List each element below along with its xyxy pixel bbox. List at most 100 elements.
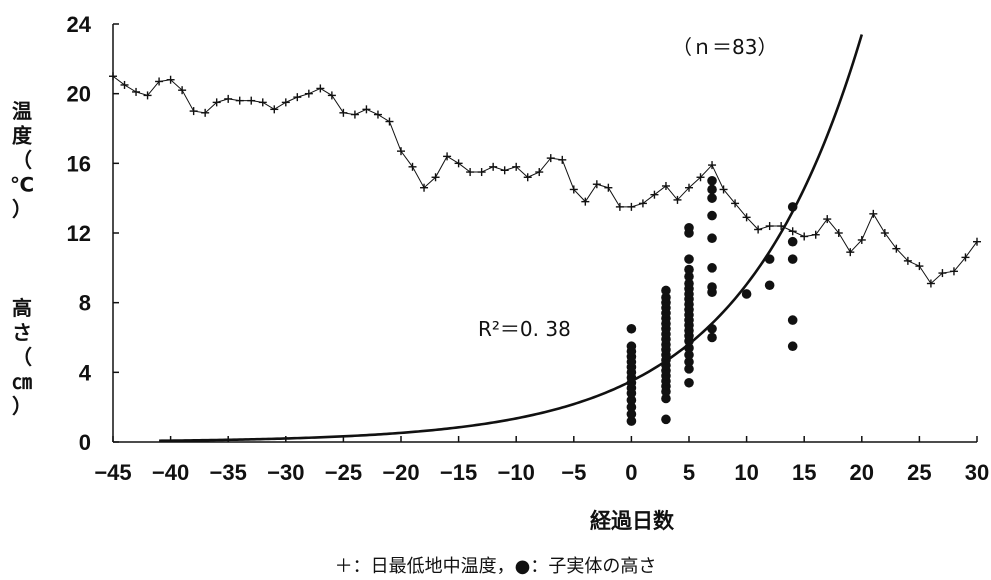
x-tick-label: −15 xyxy=(440,460,477,485)
height-point xyxy=(741,289,752,299)
height-point xyxy=(684,222,694,233)
height-point xyxy=(684,271,694,282)
temperature-marker xyxy=(650,190,659,199)
temperature-marker xyxy=(938,269,947,278)
temperature-marker xyxy=(155,77,164,86)
temperature-marker xyxy=(569,185,578,194)
temperature-marker xyxy=(247,96,256,105)
height-point xyxy=(764,254,775,264)
x-tick-label: −30 xyxy=(267,460,304,485)
y-label-char: 高 xyxy=(12,296,32,320)
temperature-marker xyxy=(270,105,279,114)
temperature-marker xyxy=(592,180,601,189)
y-label-char: （ xyxy=(12,345,32,369)
height-point xyxy=(626,341,637,352)
height-point xyxy=(707,184,717,195)
y-label-char: ℃ xyxy=(10,173,34,197)
y-label-char: 温 xyxy=(12,99,32,123)
height-point xyxy=(661,285,671,296)
y-tick-label: 4 xyxy=(79,360,92,385)
x-tick-label: −20 xyxy=(382,460,419,485)
temperature-marker xyxy=(788,227,797,236)
height-point xyxy=(764,280,775,291)
height-point xyxy=(626,416,637,426)
temperature-marker xyxy=(235,96,244,105)
temperature-marker xyxy=(189,107,198,116)
height-point xyxy=(661,393,671,404)
temperature-marker xyxy=(132,87,141,96)
height-points xyxy=(626,175,798,426)
temperature-marker xyxy=(304,89,313,98)
temperature-marker xyxy=(212,98,221,107)
y-label-char: （ xyxy=(12,148,32,172)
y-label-char: さ xyxy=(12,321,32,345)
temperature-marker xyxy=(120,80,129,89)
height-point xyxy=(707,323,717,334)
temperature-marker xyxy=(892,244,901,253)
height-point xyxy=(684,254,694,264)
temperature-marker xyxy=(281,98,290,107)
temperature-marker xyxy=(973,237,981,246)
temperature-marker xyxy=(512,162,521,171)
x-tick-label: 15 xyxy=(792,460,816,485)
height-point xyxy=(626,409,637,419)
temperature-marker xyxy=(339,108,348,117)
height-point xyxy=(661,414,671,425)
height-point xyxy=(707,233,717,244)
temperature-marker xyxy=(373,110,382,119)
temperature-marker xyxy=(109,72,117,81)
temperature-marker xyxy=(615,202,624,211)
temperature-marker xyxy=(489,162,498,171)
height-point xyxy=(707,175,717,186)
height-point xyxy=(787,236,798,247)
x-tick-labels: −45 −40 −35 −30 −25 −20 −15 −10 −5 0 5 10 15 20 25 30 xyxy=(94,460,989,485)
temperature-marker xyxy=(293,93,302,102)
temperature-marker xyxy=(903,256,912,265)
height-point xyxy=(787,315,798,325)
y-tick-labels: 0 4 8 12 16 20 24 xyxy=(67,12,92,455)
temperature-marker xyxy=(638,199,647,208)
height-point xyxy=(684,357,694,367)
x-tick-label: 25 xyxy=(907,460,931,485)
height-point xyxy=(707,263,717,273)
height-point xyxy=(787,254,798,264)
temperature-marker xyxy=(408,162,417,171)
temperature-marker xyxy=(477,168,486,177)
temperature-series xyxy=(109,72,981,288)
x-tick-label: −35 xyxy=(210,460,247,485)
height-point xyxy=(626,323,637,334)
height-point xyxy=(787,341,798,352)
temperature-line xyxy=(112,75,978,285)
temperature-marker xyxy=(443,152,452,161)
temperature-marker xyxy=(385,117,394,126)
temperature-marker xyxy=(523,173,532,182)
x-tick-label: −45 xyxy=(94,460,131,485)
y-tick-label: 24 xyxy=(67,12,92,37)
temperature-marker xyxy=(258,98,267,107)
height-point xyxy=(684,350,694,360)
height-point xyxy=(626,395,637,406)
temperature-marker xyxy=(915,262,924,271)
y-tick-label: 12 xyxy=(67,221,91,246)
y-tick-label: 8 xyxy=(79,291,91,316)
temperature-marker xyxy=(316,84,325,93)
height-point xyxy=(684,377,694,388)
temperature-marker xyxy=(685,183,693,192)
temperature-marker xyxy=(742,213,751,222)
height-point xyxy=(707,332,717,343)
y-tick-label: 16 xyxy=(67,151,91,176)
height-point xyxy=(707,193,717,203)
temperature-marker xyxy=(765,222,774,231)
temperature-marker xyxy=(362,105,371,114)
temperature-marker xyxy=(857,235,866,244)
temperature-marker xyxy=(800,232,809,241)
temperature-marker xyxy=(811,230,820,239)
x-axis-label: 経過日数 xyxy=(590,509,675,533)
y-tick-label: 20 xyxy=(67,82,91,107)
x-tick-label: 10 xyxy=(734,460,758,485)
height-point xyxy=(684,264,694,275)
temperature-marker xyxy=(350,110,359,119)
temperature-marker xyxy=(754,225,763,234)
height-point xyxy=(684,364,694,374)
